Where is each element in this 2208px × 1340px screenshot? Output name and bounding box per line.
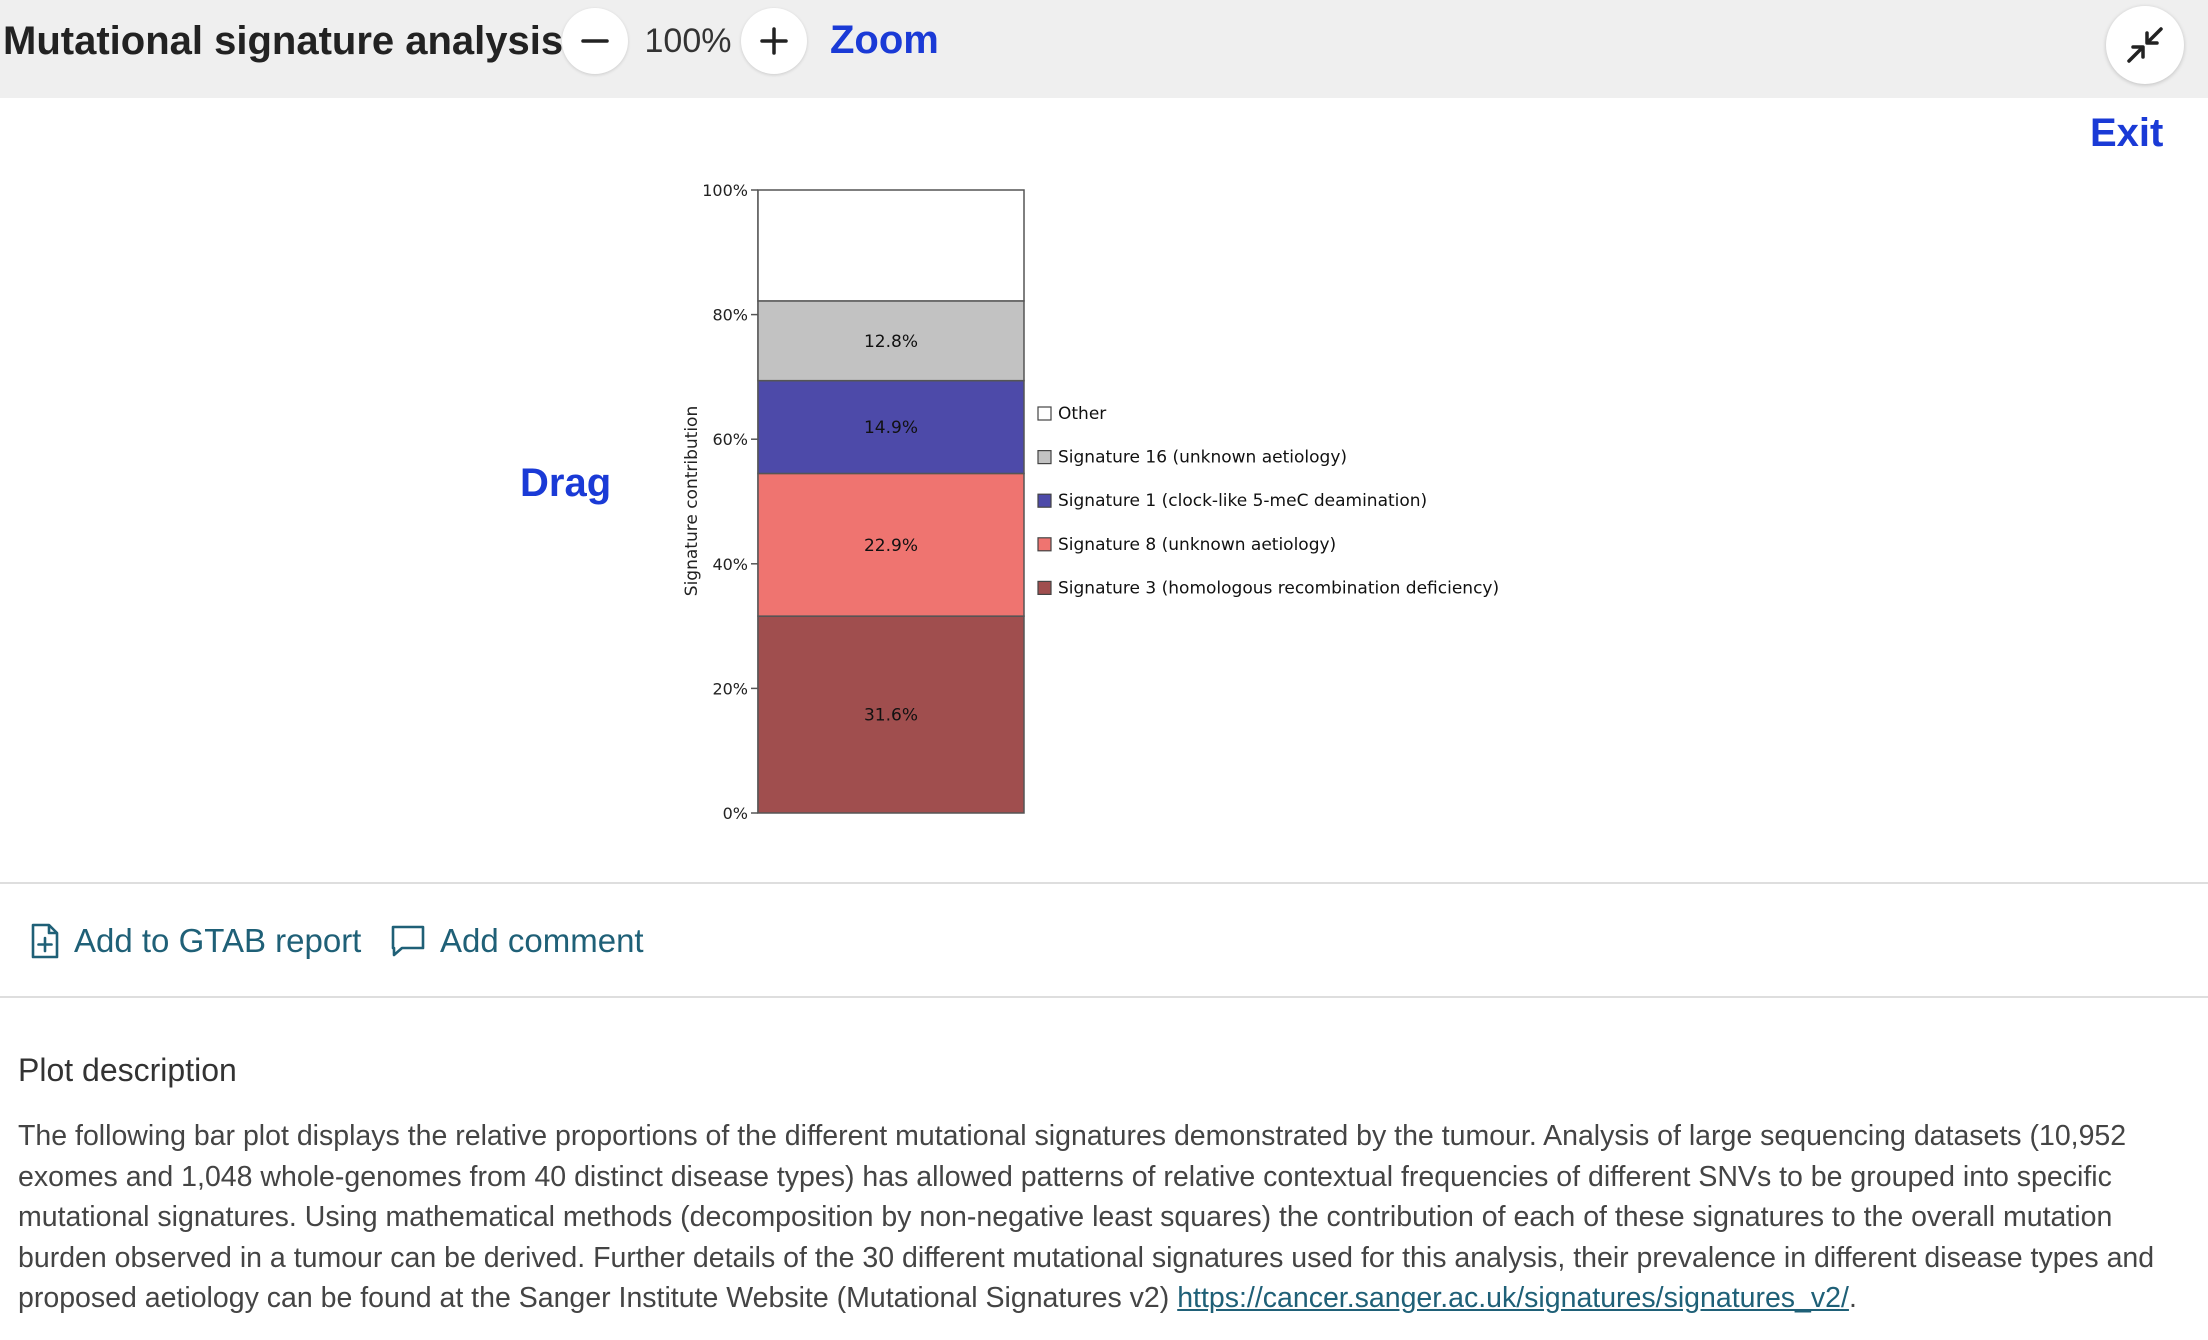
legend-swatch: [1037, 537, 1052, 552]
plot-description-heading: Plot description: [18, 1052, 237, 1088]
signature-stacked-bar-chart: 0% 20% 40% 60% 80% 100% Signature contribution…: [682, 181, 1499, 823]
legend-swatch: [1037, 580, 1052, 596]
plot-description-text: The following bar plot displays the rela…: [18, 1116, 2194, 1319]
legend-entry: Signature 16 (unknown aetiology): [1058, 448, 1347, 468]
bar-segment-label: 14.9%: [864, 418, 918, 438]
bar-segment-label: 12.8%: [864, 332, 918, 352]
legend-swatch: [1037, 406, 1052, 421]
legend-swatch: [1037, 493, 1052, 508]
legend-entry: Other: [1058, 404, 1106, 424]
legend-entry: Signature 8 (unknown aetiology): [1058, 535, 1336, 555]
add-comment-button[interactable]: Add comment: [390, 916, 644, 966]
description-body: The following bar plot displays the rela…: [18, 1120, 2155, 1314]
add-comment-label: Add comment: [440, 922, 644, 959]
bar-segment: [757, 300, 1025, 382]
bar-segment-label: 22.9%: [864, 536, 918, 556]
legend-entry: Signature 1 (clock-like 5-meC deaminatio…: [1058, 491, 1427, 511]
y-tick-label: 100%: [702, 181, 748, 200]
add-to-report-button[interactable]: Add to GTAB report: [30, 916, 361, 966]
collapse-arrows-icon: [2127, 27, 2163, 63]
bar-segment: [757, 615, 1025, 814]
legend-swatch: [1037, 450, 1052, 465]
sanger-signatures-link[interactable]: https://cancer.sanger.ac.uk/signatures/s…: [1177, 1282, 1849, 1314]
description-link-suffix: .: [1848, 1282, 1857, 1314]
toolbar: Mutational signature analysis 100% Zoom: [0, 0, 2208, 98]
plus-icon: [760, 27, 788, 55]
divider: [0, 996, 2208, 998]
y-tick-label: 60%: [712, 430, 748, 449]
y-tick-label: 20%: [712, 679, 748, 698]
y-tick-label: 80%: [712, 306, 748, 325]
bar-segment: [757, 379, 1025, 475]
exit-label[interactable]: Exit: [2090, 111, 2164, 155]
drag-label: Drag: [520, 461, 612, 505]
bar-segment: [757, 472, 1025, 617]
zoom-out-button[interactable]: [562, 8, 628, 74]
y-tick-label: 0%: [723, 804, 748, 823]
zoom-label: Zoom: [830, 18, 939, 62]
y-tick-label: 40%: [712, 555, 748, 574]
add-to-report-label: Add to GTAB report: [74, 922, 362, 959]
zoom-level: 100%: [644, 22, 732, 60]
bar-segment-label: 31.6%: [864, 706, 918, 726]
legend-entry: Signature 3 (homologous recombination de…: [1058, 578, 1499, 598]
exit-fullscreen-button[interactable]: [2106, 6, 2184, 84]
bar-segment: [757, 189, 1025, 302]
add-file-icon: [31, 923, 59, 959]
minus-icon: [581, 39, 609, 43]
y-axis-title: Signature contribution: [682, 406, 702, 596]
page-title: Mutational signature analysis: [3, 19, 564, 63]
comment-icon: [391, 925, 425, 957]
zoom-in-button[interactable]: [741, 8, 807, 74]
divider: [0, 882, 2208, 884]
